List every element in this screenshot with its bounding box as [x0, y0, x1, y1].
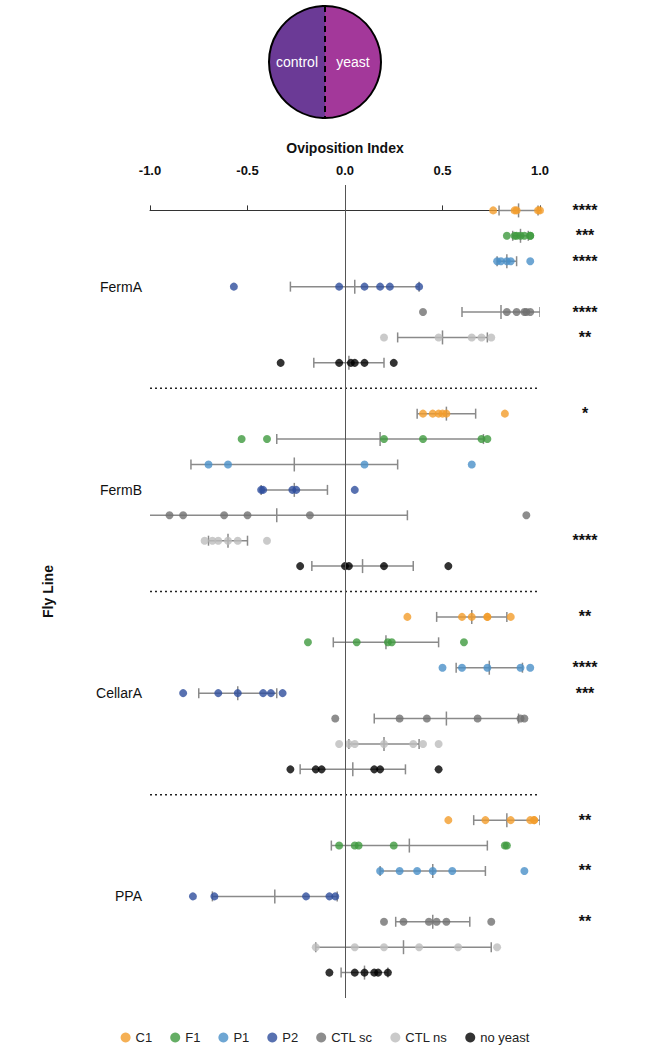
svg-text:****: ****: [573, 253, 599, 270]
svg-text:CellarA: CellarA: [96, 685, 143, 701]
svg-text:yeast: yeast: [336, 54, 370, 70]
svg-text:PPA: PPA: [115, 888, 143, 904]
svg-text:1.0: 1.0: [531, 163, 549, 178]
svg-text:***: ***: [576, 685, 595, 702]
svg-text:C1: C1: [136, 1030, 153, 1045]
svg-text:control: control: [276, 54, 318, 70]
svg-text:**: **: [579, 608, 592, 625]
svg-text:P1: P1: [233, 1030, 249, 1045]
svg-text:*: *: [582, 405, 589, 422]
svg-text:***: ***: [576, 227, 595, 244]
svg-text:****: ****: [573, 532, 599, 549]
svg-text:CTL sc: CTL sc: [331, 1030, 372, 1045]
svg-text:****: ****: [573, 659, 599, 676]
svg-text:****: ****: [573, 304, 599, 321]
svg-text:FermA: FermA: [100, 279, 143, 295]
svg-text:0.5: 0.5: [433, 163, 451, 178]
svg-text:Fly Line: Fly Line: [40, 565, 56, 618]
svg-text:0.0: 0.0: [336, 163, 354, 178]
svg-text:F1: F1: [185, 1030, 200, 1045]
svg-text:CTL ns: CTL ns: [405, 1030, 447, 1045]
svg-text:FermB: FermB: [100, 482, 142, 498]
svg-text:no yeast: no yeast: [480, 1030, 530, 1045]
svg-text:****: ****: [573, 202, 599, 219]
svg-text:-1.0: -1.0: [139, 163, 161, 178]
svg-text:**: **: [579, 862, 592, 879]
svg-text:P2: P2: [282, 1030, 298, 1045]
svg-text:**: **: [579, 913, 592, 930]
svg-text:**: **: [579, 812, 592, 829]
svg-text:Oviposition Index: Oviposition Index: [286, 140, 404, 156]
svg-text:-0.5: -0.5: [236, 163, 258, 178]
svg-text:**: **: [579, 329, 592, 346]
